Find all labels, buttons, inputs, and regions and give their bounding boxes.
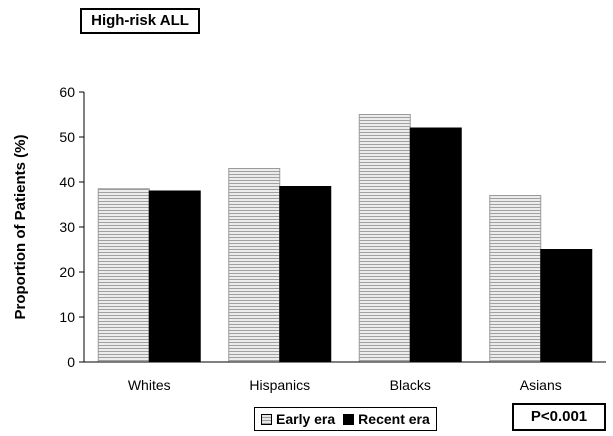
x-tick-label: Whites [128, 377, 171, 393]
bar-recent-asians [540, 249, 593, 363]
bar-early-hispanics [228, 168, 281, 363]
bar-recent-hispanics [279, 186, 332, 363]
legend-item-early: Early era [261, 411, 335, 427]
bar-early-whites [97, 188, 150, 363]
bar-recent-blacks [409, 127, 462, 363]
bar-recent-whites [148, 190, 201, 363]
y-tick-label: 60 [59, 84, 75, 100]
x-tick-label: Asians [520, 377, 562, 393]
legend: Early era Recent era [254, 407, 437, 431]
y-tick-label: 10 [59, 309, 75, 325]
legend-item-recent: Recent era [343, 411, 430, 427]
y-tick-label: 50 [59, 129, 75, 145]
y-tick-label: 0 [67, 354, 75, 370]
legend-swatch-recent [343, 413, 355, 425]
y-tick-label: 30 [59, 219, 75, 235]
p-value-box: P<0.001 [512, 403, 606, 431]
legend-label-early: Early era [276, 411, 336, 427]
y-axis-label: Proportion of Patients (%) [12, 135, 29, 320]
x-tick-label: Hispanics [249, 377, 310, 393]
legend-label-recent: Recent era [358, 411, 430, 427]
legend-swatch-early [261, 413, 272, 425]
y-tick-label: 40 [59, 174, 75, 190]
y-tick-label: 20 [59, 264, 75, 280]
x-tick-label: Blacks [390, 377, 431, 393]
chart-title: High-risk ALL [80, 8, 200, 34]
bar-early-asians [489, 195, 542, 363]
bar-early-blacks [358, 114, 411, 363]
